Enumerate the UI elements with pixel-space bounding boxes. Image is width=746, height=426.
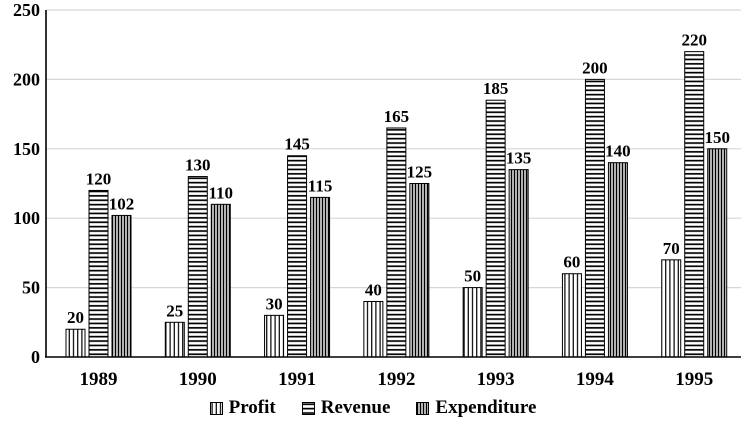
x-axis-label-1989: 1989 <box>80 369 118 390</box>
bar-profit-1991 <box>264 314 285 358</box>
bar-revenue-1993 <box>485 99 506 358</box>
value-label-profit-1993: 50 <box>464 267 481 286</box>
value-label-revenue-1989: 120 <box>86 169 112 188</box>
value-label-revenue-1992: 165 <box>384 107 410 126</box>
legend-label-expenditure: Expenditure <box>435 397 537 418</box>
value-label-expenditure-1992: 125 <box>407 163 433 182</box>
bar-profit-1990 <box>164 321 185 358</box>
y-tick-label: 150 <box>13 139 40 159</box>
y-tick-label: 200 <box>13 69 40 89</box>
value-label-revenue-1993: 185 <box>483 79 509 98</box>
legend-item-expenditure: Expenditure <box>416 397 536 419</box>
revenue-pattern-swatch-icon <box>301 401 315 415</box>
bar-expenditure-1993 <box>508 169 529 358</box>
bar-expenditure-1995 <box>707 148 728 358</box>
bar-revenue-1995 <box>684 51 705 358</box>
bar-expenditure-1991 <box>310 196 331 358</box>
x-axis-label-1990: 1990 <box>179 369 217 390</box>
value-label-revenue-1990: 130 <box>185 156 211 175</box>
x-axis-label-1991: 1991 <box>278 369 316 390</box>
value-label-expenditure-1990: 110 <box>209 183 234 202</box>
legend-item-revenue: Revenue <box>301 397 391 419</box>
y-tick-label: 100 <box>13 208 40 228</box>
bar-revenue-1991 <box>287 155 308 358</box>
value-label-revenue-1995: 220 <box>681 31 707 50</box>
bar-expenditure-1990 <box>210 203 231 358</box>
value-label-revenue-1991: 145 <box>284 135 310 154</box>
value-label-revenue-1994: 200 <box>582 58 608 77</box>
bar-revenue-1989 <box>88 189 109 358</box>
legend-label-revenue: Revenue <box>320 397 391 418</box>
x-axis-label-1994: 1994 <box>576 369 615 390</box>
x-axis-label-1993: 1993 <box>477 369 515 390</box>
value-label-profit-1995: 70 <box>663 239 680 258</box>
expenditure-pattern-swatch-icon <box>416 401 430 415</box>
value-label-profit-1991: 30 <box>266 294 283 313</box>
value-label-expenditure-1991: 115 <box>308 176 333 195</box>
value-label-expenditure-1995: 150 <box>704 128 730 147</box>
value-label-expenditure-1994: 140 <box>605 142 631 161</box>
bar-profit-1994 <box>561 273 582 358</box>
bar-profit-1992 <box>363 300 384 358</box>
value-label-profit-1990: 25 <box>166 301 183 320</box>
legend-label-profit: Profit <box>228 397 276 418</box>
bar-expenditure-1994 <box>607 162 628 358</box>
value-label-profit-1994: 60 <box>563 253 580 272</box>
profit-pattern-swatch-icon <box>209 401 223 415</box>
bar-expenditure-1989 <box>111 214 132 358</box>
chart-legend: Profit Revenue Expenditure <box>0 393 746 423</box>
bar-expenditure-1992 <box>409 183 430 358</box>
bar-profit-1993 <box>462 287 483 358</box>
bar-chart: 0 50 100 150 200 250 20 120 102 1989 25 130 110 1990 3… <box>13 0 741 390</box>
value-label-expenditure-1989: 102 <box>109 194 135 213</box>
y-tick-label: 250 <box>13 0 40 20</box>
value-label-profit-1992: 40 <box>365 280 382 299</box>
y-tick-label: 0 <box>31 347 40 367</box>
bar-profit-1995 <box>661 259 682 358</box>
value-label-profit-1989: 20 <box>67 308 84 327</box>
value-label-expenditure-1993: 135 <box>506 149 532 168</box>
bar-revenue-1994 <box>584 78 605 358</box>
x-axis-label-1995: 1995 <box>675 369 713 390</box>
bar-profit-1989 <box>65 328 86 358</box>
bar-revenue-1992 <box>386 127 407 358</box>
bar-revenue-1990 <box>187 176 208 358</box>
x-axis-label-1992: 1992 <box>377 369 415 390</box>
legend-item-profit: Profit <box>209 397 276 419</box>
y-tick-label: 50 <box>22 278 40 298</box>
